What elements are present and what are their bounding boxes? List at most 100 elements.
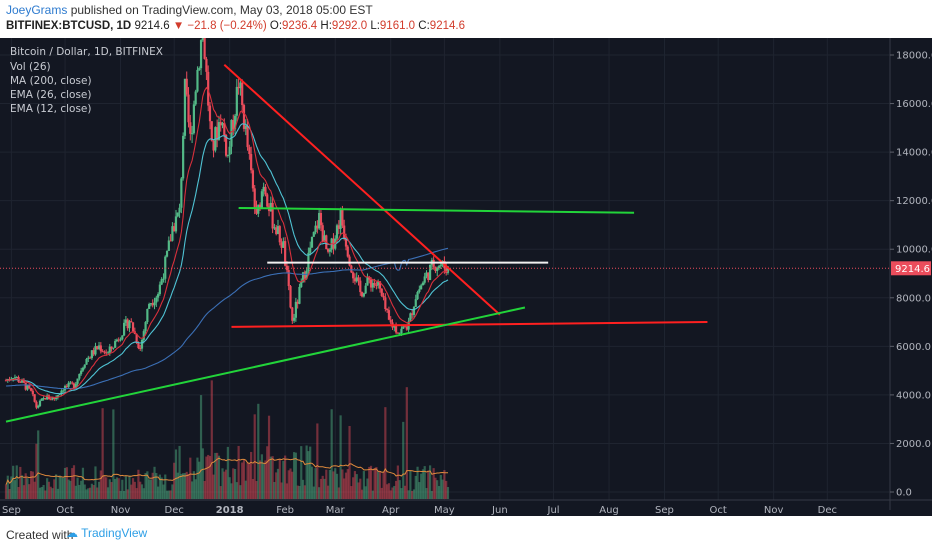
candle-body [224,134,228,156]
volume-bar [269,456,272,499]
candle-body [341,209,344,226]
candle-body [403,326,407,328]
candle-body [78,373,81,379]
candle-body [182,135,185,179]
volume-bar [94,466,97,499]
volume-bar [275,472,278,499]
candle-body [114,341,117,348]
volume-bar [130,484,133,499]
volume-bar [332,471,335,499]
low-value: 9161.0 [379,20,416,32]
candle-body [420,285,423,290]
candle-body [146,308,149,323]
candle-body [87,357,90,359]
candle-body [162,278,165,280]
candle-body [122,322,126,336]
cloud-icon: ☁ [66,526,78,540]
volume-bar [51,488,54,499]
candle-body [194,91,197,105]
volume-bar [221,468,224,499]
time-tick-label: Aug [599,505,619,516]
volume-bar [446,487,450,499]
volume-bar [242,459,246,499]
candle-body [337,225,340,229]
candle-body [40,398,43,401]
volume-bar [17,487,20,499]
volume-bar [237,445,240,499]
volume-bar [71,468,74,499]
volume-bar [400,488,403,499]
candle-body [298,286,301,304]
volume-bar [119,490,122,499]
candle-body [292,317,296,321]
candle-body [119,339,122,341]
volume-bar [224,469,228,499]
volume-bar [180,473,183,499]
volume-bar [360,489,364,499]
volume-bar [62,478,65,499]
candle-body [148,303,151,309]
header-bar: JoeyGrams published on TradingView.com, … [0,0,932,38]
volume-bar [366,478,369,499]
price-tick-label: 16000.0 [896,99,932,110]
volume-bar [341,469,344,499]
volume-bar [173,462,176,499]
volume-bar [398,480,401,499]
candle-body [130,321,133,323]
indicator-vol: Vol (26) [10,61,51,73]
volume-bar [78,484,81,499]
candle-body [217,122,221,140]
price-chart[interactable]: 18000.0 16000.0 14000.0 12000.0 10000.0 8000.… [0,18,932,516]
candle-body [296,301,299,304]
candle-body [294,301,297,318]
volume-bar [416,466,419,499]
time-axis[interactable]: Sep Oct Nov Dec 2018 Feb Mar Apr May Jun Jul Aug Sep… [0,499,932,516]
price-axis[interactable]: 18000.0 16000.0 14000.0 12000.0 10000.0 8000.… [889,38,932,510]
volume-bar [393,485,396,499]
candle-body [56,395,59,398]
candle-body [13,377,17,379]
volume-bar [411,490,414,499]
price-tick-label: 10000.0 [896,245,932,256]
candle-body [264,186,267,195]
volume-bar [235,482,238,499]
candle-body [164,256,167,279]
volume-bar [121,479,124,499]
volume-bar [176,472,179,499]
candle-body [369,279,373,288]
volume-bar [437,486,441,499]
candle-body [22,379,25,383]
volume-bar [226,446,229,499]
candle-body [416,292,419,300]
chart-panel[interactable]: 18000.0 16000.0 14000.0 12000.0 10000.0 8000.… [0,18,932,516]
volume-bar [335,473,339,499]
candle-body [355,277,358,282]
tradingview-logo[interactable]: ☁ TradingView [66,526,147,540]
volume-bar [164,474,167,499]
volume-bar [232,468,235,499]
volume-bar [110,482,113,499]
volume-bar [212,474,215,499]
candle-body [135,333,138,343]
candle-body [246,125,249,148]
candle-body [357,277,360,281]
candle-body [409,313,412,322]
candle-body [203,25,206,59]
trendlines[interactable] [5,63,708,423]
candle-body [445,268,448,273]
candle-body [255,207,258,214]
volume-bar [246,462,249,499]
volume-bar [330,409,333,499]
volume-bar [337,487,340,499]
candle-body [212,140,215,151]
volume-bar [432,468,435,499]
candle-body [244,125,247,129]
candle-body [97,345,101,350]
volume-bar [271,456,274,499]
volume-bar [192,471,195,499]
publish-line: JoeyGrams published on TradingView.com, … [6,3,373,17]
candle-body [275,227,278,235]
candle-body [226,154,229,156]
author-link[interactable]: JoeyGrams [6,3,68,17]
candle-body [187,94,190,123]
